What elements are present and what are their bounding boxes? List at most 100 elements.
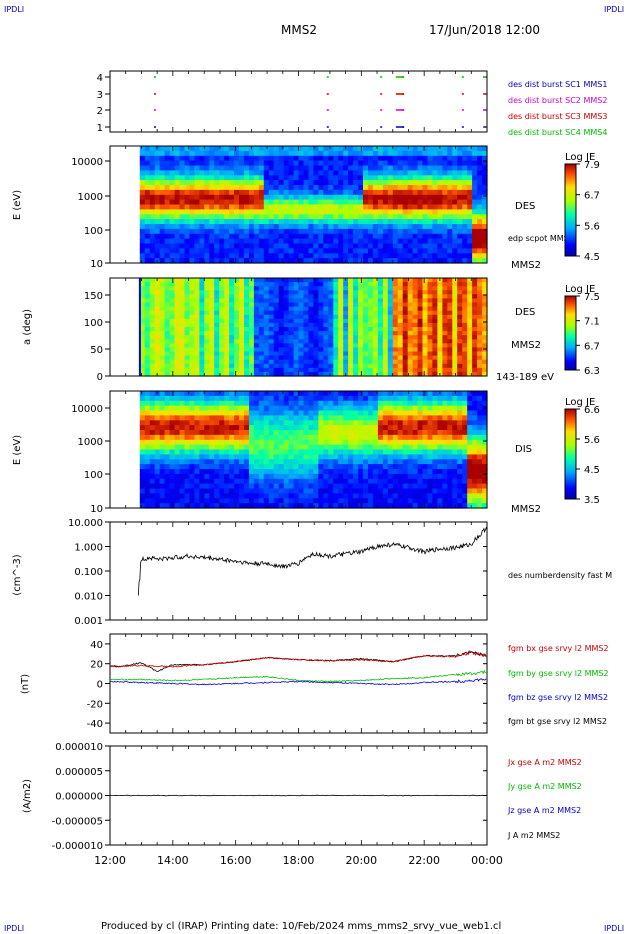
heatmap-cell bbox=[323, 199, 329, 206]
heatmap-cell bbox=[149, 483, 156, 490]
heatmap-cell bbox=[343, 150, 349, 157]
heatmap-cell bbox=[229, 371, 235, 377]
heatmap-cell bbox=[174, 189, 181, 196]
heatmap-cell bbox=[169, 224, 176, 230]
heatmap-cell bbox=[402, 331, 409, 336]
heatmap-cell bbox=[234, 253, 240, 259]
heatmap-cell bbox=[353, 228, 359, 235]
heatmap-cell bbox=[253, 367, 260, 373]
heatmap-cell bbox=[338, 469, 344, 475]
heatmap-cell bbox=[427, 150, 434, 157]
heatmap-cell bbox=[154, 473, 161, 480]
heatmap-cell bbox=[363, 170, 369, 176]
heatmap-cell bbox=[368, 310, 374, 316]
heatmap-cell bbox=[392, 302, 399, 308]
heatmap-cell bbox=[263, 150, 270, 157]
heatmap-cell bbox=[368, 464, 374, 470]
heatmap-cell bbox=[303, 165, 310, 171]
heatmap-cell bbox=[303, 306, 310, 312]
heatmap-cell bbox=[184, 473, 191, 480]
heatmap-cell bbox=[273, 359, 280, 365]
heatmap-cell bbox=[139, 258, 146, 264]
heatmap-cell bbox=[368, 194, 374, 201]
heatmap-cell bbox=[402, 405, 409, 412]
heatmap-cell bbox=[372, 314, 379, 320]
heatmap-cell bbox=[253, 175, 260, 181]
heatmap-cell bbox=[139, 351, 146, 357]
heatmap-cell bbox=[308, 224, 315, 230]
heatmap-cell bbox=[298, 314, 305, 320]
heatmap-cell bbox=[348, 170, 354, 176]
heatmap-cell bbox=[169, 367, 176, 373]
heatmap-cell bbox=[288, 306, 295, 312]
heatmap-cell bbox=[154, 459, 161, 465]
heatmap-cell bbox=[338, 302, 344, 308]
heatmap-cell bbox=[204, 238, 210, 245]
heatmap-cell bbox=[273, 395, 280, 402]
heatmap-cell bbox=[139, 224, 146, 230]
heatmap-cell bbox=[139, 355, 146, 361]
heatmap-cell bbox=[377, 194, 384, 201]
heatmap-cell bbox=[338, 204, 344, 210]
heatmap-cell bbox=[358, 306, 364, 312]
heatmap-cell bbox=[318, 155, 324, 162]
heatmap-cell bbox=[333, 160, 339, 167]
heatmap-cell bbox=[477, 327, 483, 332]
heatmap-cell bbox=[447, 339, 453, 344]
heatmap-cell bbox=[298, 310, 305, 316]
heatmap-cell bbox=[149, 347, 156, 353]
heatmap-cell bbox=[402, 444, 409, 451]
heatmap-cell bbox=[239, 294, 245, 299]
heatmap-cell bbox=[427, 199, 434, 206]
heatmap-cell bbox=[412, 343, 419, 348]
heatmap-cell bbox=[338, 253, 344, 259]
heatmap-cell bbox=[328, 302, 334, 308]
heatmap-cell bbox=[253, 400, 260, 407]
heatmap-cell bbox=[244, 410, 250, 416]
heatmap-cell bbox=[402, 228, 409, 235]
heatmap-cell bbox=[298, 339, 305, 344]
heatmap-cell bbox=[392, 180, 399, 186]
heatmap-cell bbox=[258, 367, 265, 373]
heatmap-cell bbox=[417, 160, 424, 167]
heatmap-cell bbox=[288, 318, 295, 324]
heatmap-cell bbox=[144, 185, 151, 191]
heatmap-cell bbox=[288, 405, 295, 412]
heatmap-cell bbox=[283, 278, 290, 283]
heatmap-cell bbox=[194, 165, 200, 171]
heatmap-cell bbox=[303, 454, 310, 460]
heatmap-cell bbox=[353, 286, 359, 291]
heatmap-cell bbox=[303, 478, 310, 485]
heatmap-cell bbox=[219, 473, 225, 480]
heatmap-cell bbox=[358, 331, 364, 336]
heatmap-cell bbox=[387, 314, 394, 320]
heatmap-cell bbox=[258, 199, 265, 206]
heatmap-cell bbox=[472, 322, 478, 328]
heatmap-cell bbox=[239, 322, 245, 328]
heatmap-cell bbox=[397, 310, 404, 316]
heatmap-cell bbox=[353, 459, 359, 465]
heatmap-cell bbox=[194, 371, 200, 377]
heatmap-cell bbox=[472, 331, 478, 336]
heatmap-cell bbox=[368, 371, 374, 377]
heatmap-cell bbox=[204, 243, 210, 249]
heatmap-cell bbox=[372, 214, 379, 220]
heatmap-cell bbox=[184, 335, 191, 340]
heatmap-cell bbox=[343, 395, 349, 402]
heatmap-cell bbox=[462, 306, 468, 312]
heatmap-cell bbox=[348, 189, 354, 196]
heatmap-cell bbox=[303, 405, 310, 412]
heatmap-cell bbox=[174, 209, 181, 215]
heatmap-cell bbox=[234, 331, 240, 336]
heatmap-cell bbox=[229, 410, 235, 416]
heatmap-cell bbox=[303, 483, 310, 490]
heatmap-cell bbox=[268, 204, 275, 210]
heatmap-cell bbox=[382, 204, 389, 210]
heatmap-cell bbox=[298, 343, 305, 348]
heatmap-cell bbox=[209, 339, 215, 344]
heatmap-cell bbox=[144, 258, 151, 264]
heatmap-cell bbox=[452, 204, 458, 210]
heatmap-cell bbox=[382, 449, 389, 455]
heatmap-cell bbox=[333, 204, 339, 210]
heatmap-cell bbox=[447, 199, 453, 206]
